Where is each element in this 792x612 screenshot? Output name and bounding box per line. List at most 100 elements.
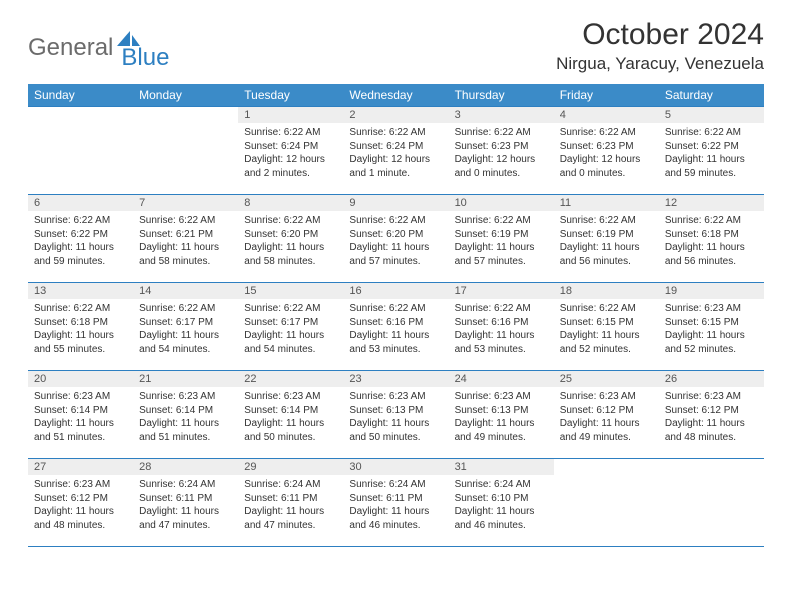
- month-title: October 2024: [556, 18, 764, 52]
- location: Nirgua, Yaracuy, Venezuela: [556, 54, 764, 74]
- day-details: Sunrise: 6:23 AMSunset: 6:13 PMDaylight:…: [343, 387, 448, 448]
- calendar-week-row: 1Sunrise: 6:22 AMSunset: 6:24 PMDaylight…: [28, 107, 764, 195]
- calendar-cell: 9Sunrise: 6:22 AMSunset: 6:20 PMDaylight…: [343, 195, 448, 283]
- day-details: Sunrise: 6:22 AMSunset: 6:19 PMDaylight:…: [554, 211, 659, 272]
- day-number: 2: [343, 107, 448, 123]
- day-details: Sunrise: 6:22 AMSunset: 6:21 PMDaylight:…: [133, 211, 238, 272]
- title-block: October 2024 Nirgua, Yaracuy, Venezuela: [556, 18, 764, 74]
- day-number: 12: [659, 195, 764, 211]
- day-details: Sunrise: 6:22 AMSunset: 6:19 PMDaylight:…: [449, 211, 554, 272]
- day-number: 16: [343, 283, 448, 299]
- calendar-week-row: 20Sunrise: 6:23 AMSunset: 6:14 PMDayligh…: [28, 371, 764, 459]
- day-details: Sunrise: 6:24 AMSunset: 6:11 PMDaylight:…: [238, 475, 343, 536]
- day-number: 8: [238, 195, 343, 211]
- calendar-cell: 12Sunrise: 6:22 AMSunset: 6:18 PMDayligh…: [659, 195, 764, 283]
- day-number: 9: [343, 195, 448, 211]
- weekday-header: Sunday: [28, 84, 133, 107]
- weekday-header: Friday: [554, 84, 659, 107]
- calendar-cell: 18Sunrise: 6:22 AMSunset: 6:15 PMDayligh…: [554, 283, 659, 371]
- weekday-header-row: Sunday Monday Tuesday Wednesday Thursday…: [28, 84, 764, 107]
- day-details: Sunrise: 6:22 AMSunset: 6:20 PMDaylight:…: [343, 211, 448, 272]
- day-number: 15: [238, 283, 343, 299]
- day-details: Sunrise: 6:22 AMSunset: 6:20 PMDaylight:…: [238, 211, 343, 272]
- day-number: 17: [449, 283, 554, 299]
- day-number: 13: [28, 283, 133, 299]
- day-details: Sunrise: 6:22 AMSunset: 6:22 PMDaylight:…: [659, 123, 764, 184]
- day-details: Sunrise: 6:24 AMSunset: 6:11 PMDaylight:…: [343, 475, 448, 536]
- calendar-page: General Blue October 2024 Nirgua, Yaracu…: [0, 0, 792, 565]
- day-details: Sunrise: 6:23 AMSunset: 6:14 PMDaylight:…: [238, 387, 343, 448]
- day-number: 24: [449, 371, 554, 387]
- day-details: Sunrise: 6:23 AMSunset: 6:12 PMDaylight:…: [554, 387, 659, 448]
- calendar-cell: 14Sunrise: 6:22 AMSunset: 6:17 PMDayligh…: [133, 283, 238, 371]
- day-number: 31: [449, 459, 554, 475]
- day-number: 14: [133, 283, 238, 299]
- calendar-cell: 24Sunrise: 6:23 AMSunset: 6:13 PMDayligh…: [449, 371, 554, 459]
- weekday-header: Tuesday: [238, 84, 343, 107]
- calendar-cell: 8Sunrise: 6:22 AMSunset: 6:20 PMDaylight…: [238, 195, 343, 283]
- day-details: Sunrise: 6:23 AMSunset: 6:14 PMDaylight:…: [133, 387, 238, 448]
- day-details: Sunrise: 6:23 AMSunset: 6:12 PMDaylight:…: [28, 475, 133, 536]
- calendar-cell: 11Sunrise: 6:22 AMSunset: 6:19 PMDayligh…: [554, 195, 659, 283]
- day-number: 25: [554, 371, 659, 387]
- calendar-cell: [659, 459, 764, 547]
- header: General Blue October 2024 Nirgua, Yaracu…: [28, 18, 764, 74]
- weekday-header: Wednesday: [343, 84, 448, 107]
- weekday-header: Saturday: [659, 84, 764, 107]
- calendar-week-row: 13Sunrise: 6:22 AMSunset: 6:18 PMDayligh…: [28, 283, 764, 371]
- empty-day: [133, 107, 238, 123]
- calendar-cell: 3Sunrise: 6:22 AMSunset: 6:23 PMDaylight…: [449, 107, 554, 195]
- calendar-cell: 10Sunrise: 6:22 AMSunset: 6:19 PMDayligh…: [449, 195, 554, 283]
- day-details: Sunrise: 6:23 AMSunset: 6:14 PMDaylight:…: [28, 387, 133, 448]
- calendar-week-row: 27Sunrise: 6:23 AMSunset: 6:12 PMDayligh…: [28, 459, 764, 547]
- calendar-cell: 19Sunrise: 6:23 AMSunset: 6:15 PMDayligh…: [659, 283, 764, 371]
- calendar-cell: 5Sunrise: 6:22 AMSunset: 6:22 PMDaylight…: [659, 107, 764, 195]
- day-number: 21: [133, 371, 238, 387]
- brand-part2: Blue: [121, 44, 169, 72]
- day-number: 4: [554, 107, 659, 123]
- calendar-cell: 20Sunrise: 6:23 AMSunset: 6:14 PMDayligh…: [28, 371, 133, 459]
- day-number: 20: [28, 371, 133, 387]
- day-number: 7: [133, 195, 238, 211]
- day-details: Sunrise: 6:22 AMSunset: 6:17 PMDaylight:…: [133, 299, 238, 360]
- day-details: Sunrise: 6:22 AMSunset: 6:17 PMDaylight:…: [238, 299, 343, 360]
- day-details: Sunrise: 6:23 AMSunset: 6:12 PMDaylight:…: [659, 387, 764, 448]
- day-details: Sunrise: 6:22 AMSunset: 6:24 PMDaylight:…: [238, 123, 343, 184]
- weekday-header: Thursday: [449, 84, 554, 107]
- calendar-cell: 16Sunrise: 6:22 AMSunset: 6:16 PMDayligh…: [343, 283, 448, 371]
- calendar-cell: 30Sunrise: 6:24 AMSunset: 6:11 PMDayligh…: [343, 459, 448, 547]
- day-details: Sunrise: 6:22 AMSunset: 6:16 PMDaylight:…: [449, 299, 554, 360]
- day-details: Sunrise: 6:22 AMSunset: 6:22 PMDaylight:…: [28, 211, 133, 272]
- day-details: Sunrise: 6:22 AMSunset: 6:15 PMDaylight:…: [554, 299, 659, 360]
- calendar-cell: 15Sunrise: 6:22 AMSunset: 6:17 PMDayligh…: [238, 283, 343, 371]
- calendar-cell: 22Sunrise: 6:23 AMSunset: 6:14 PMDayligh…: [238, 371, 343, 459]
- calendar-cell: [133, 107, 238, 195]
- calendar-cell: 25Sunrise: 6:23 AMSunset: 6:12 PMDayligh…: [554, 371, 659, 459]
- calendar-cell: 21Sunrise: 6:23 AMSunset: 6:14 PMDayligh…: [133, 371, 238, 459]
- calendar-cell: 28Sunrise: 6:24 AMSunset: 6:11 PMDayligh…: [133, 459, 238, 547]
- empty-day: [28, 107, 133, 123]
- day-details: Sunrise: 6:23 AMSunset: 6:15 PMDaylight:…: [659, 299, 764, 360]
- day-number: 29: [238, 459, 343, 475]
- day-details: Sunrise: 6:23 AMSunset: 6:13 PMDaylight:…: [449, 387, 554, 448]
- day-details: Sunrise: 6:22 AMSunset: 6:18 PMDaylight:…: [659, 211, 764, 272]
- calendar-cell: 26Sunrise: 6:23 AMSunset: 6:12 PMDayligh…: [659, 371, 764, 459]
- calendar-cell: 31Sunrise: 6:24 AMSunset: 6:10 PMDayligh…: [449, 459, 554, 547]
- day-details: Sunrise: 6:22 AMSunset: 6:24 PMDaylight:…: [343, 123, 448, 184]
- day-number: 27: [28, 459, 133, 475]
- day-number: 11: [554, 195, 659, 211]
- day-number: 5: [659, 107, 764, 123]
- day-number: 3: [449, 107, 554, 123]
- empty-day: [659, 459, 764, 475]
- day-details: Sunrise: 6:24 AMSunset: 6:10 PMDaylight:…: [449, 475, 554, 536]
- day-number: 23: [343, 371, 448, 387]
- calendar-cell: [28, 107, 133, 195]
- calendar-cell: 4Sunrise: 6:22 AMSunset: 6:23 PMDaylight…: [554, 107, 659, 195]
- calendar-cell: 23Sunrise: 6:23 AMSunset: 6:13 PMDayligh…: [343, 371, 448, 459]
- day-details: Sunrise: 6:22 AMSunset: 6:16 PMDaylight:…: [343, 299, 448, 360]
- day-details: Sunrise: 6:22 AMSunset: 6:23 PMDaylight:…: [449, 123, 554, 184]
- calendar-cell: 13Sunrise: 6:22 AMSunset: 6:18 PMDayligh…: [28, 283, 133, 371]
- day-number: 22: [238, 371, 343, 387]
- day-number: 28: [133, 459, 238, 475]
- day-details: Sunrise: 6:22 AMSunset: 6:23 PMDaylight:…: [554, 123, 659, 184]
